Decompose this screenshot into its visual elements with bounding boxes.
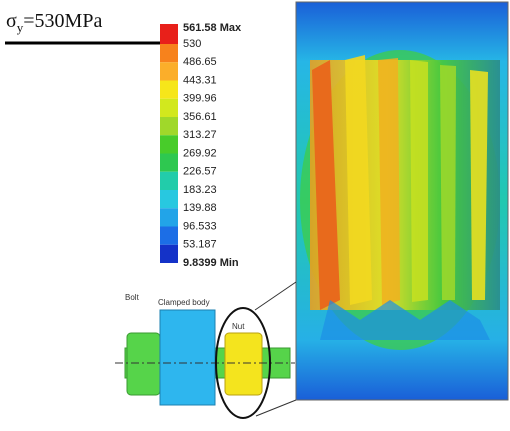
color-band — [160, 227, 178, 245]
color-band — [160, 172, 178, 190]
color-band — [160, 190, 178, 208]
figure: σy=530MPa 561.58 Max 530 486.65 443.31 399.9… — [0, 0, 510, 431]
color-band — [160, 24, 178, 44]
color-band — [160, 81, 178, 99]
color-band — [160, 62, 178, 80]
legend-label: 313.27 — [183, 129, 217, 141]
legend-label: 443.31 — [183, 74, 217, 86]
legend-label: 96.533 — [183, 220, 217, 232]
color-band — [160, 99, 178, 117]
legend-label: 561.58 Max — [183, 22, 242, 34]
legend-label: 356.61 — [183, 111, 217, 123]
color-band — [160, 117, 178, 135]
legend-label: 53.187 — [183, 239, 217, 251]
clamped-body-label: Clamped body — [158, 298, 210, 307]
fea-image — [296, 2, 508, 400]
bolt-diagram: Bolt Clamped body Nut — [115, 282, 296, 418]
color-bar — [160, 24, 178, 263]
bolt-label: Bolt — [125, 293, 140, 302]
color-band — [160, 245, 178, 263]
legend-label: 486.65 — [183, 56, 217, 68]
legend-label: 226.57 — [183, 166, 217, 178]
color-band — [160, 154, 178, 172]
legend-label: 399.96 — [183, 93, 217, 105]
legend-label: 9.8399 Min — [183, 257, 239, 269]
legend-label: 183.23 — [183, 184, 217, 196]
color-band — [160, 208, 178, 226]
color-band — [160, 135, 178, 153]
legend-labels: 561.58 Max 530 486.65 443.31 399.96 356.61 313… — [183, 22, 242, 269]
legend-label: 269.92 — [183, 147, 217, 159]
yield-annotation: σy=530MPa — [6, 10, 102, 35]
legend-label: 530 — [183, 38, 201, 50]
nut-label: Nut — [232, 322, 245, 331]
legend-label: 139.88 — [183, 202, 217, 214]
color-band — [160, 44, 178, 62]
